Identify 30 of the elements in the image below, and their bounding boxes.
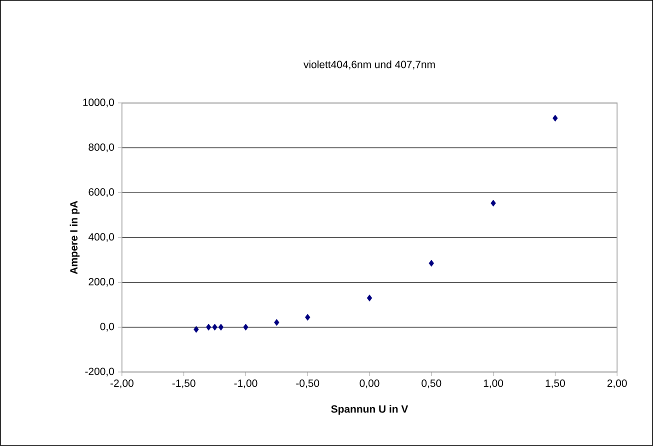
y-tick-label: 200,0 <box>88 278 114 287</box>
x-tick-label: -1,00 <box>234 380 258 388</box>
point <box>194 326 199 333</box>
point <box>218 324 224 331</box>
point <box>552 114 558 122</box>
x-tick-label: -0,50 <box>296 380 320 388</box>
x-tick-label: 0,50 <box>422 380 442 388</box>
y-tick-label: 1000,0 <box>83 98 114 108</box>
point <box>490 200 496 207</box>
y-tick-label: 0,0 <box>100 322 114 332</box>
y-tick-label: 600,0 <box>88 188 114 197</box>
x-tick-label: -1,50 <box>172 380 196 388</box>
y-tick-label: 800,0 <box>88 143 114 152</box>
point <box>366 294 372 302</box>
point <box>274 319 280 326</box>
x-tick-label: 0,00 <box>360 380 380 388</box>
y-tick-label: 400,0 <box>88 233 114 242</box>
x-tick-label: 1,50 <box>546 380 565 388</box>
y-axis-title: Ampere I in pA <box>70 200 80 274</box>
point <box>212 324 218 331</box>
point <box>206 324 212 331</box>
y-tick-label: -200,0 <box>85 368 114 376</box>
point <box>243 324 248 331</box>
x-axis-title: Spannun U in V <box>331 405 408 415</box>
point <box>305 314 310 321</box>
x-tick-label: -2,00 <box>110 380 134 388</box>
chart-title: violett404,6nm und 407,7nm <box>304 60 435 70</box>
x-tick-label: 1,00 <box>484 380 504 388</box>
x-tick-label: 2,00 <box>607 380 627 388</box>
point <box>428 260 434 267</box>
